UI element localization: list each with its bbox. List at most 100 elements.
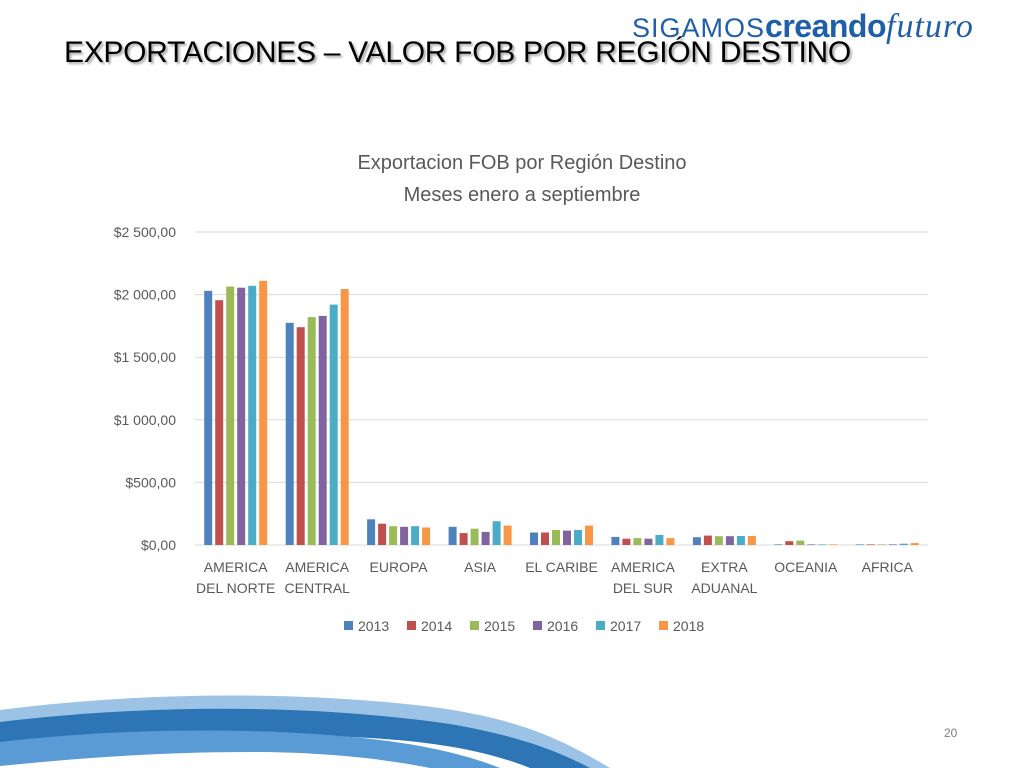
bar-2018 bbox=[666, 538, 675, 545]
chart-title: Exportacion FOB por Región Destino bbox=[357, 152, 686, 174]
legend-swatch bbox=[659, 621, 668, 630]
x-axis-ticks: AMERICA DEL NORTE AMERICA CENTRAL EUROPA ASIA… bbox=[196, 559, 914, 596]
legend: 2013 2014 2015 2016 2017 2018 bbox=[344, 618, 704, 634]
bar-2017 bbox=[574, 530, 582, 545]
bar-2018 bbox=[829, 544, 838, 545]
bar-2018 bbox=[910, 543, 919, 545]
bar-2017 bbox=[818, 544, 827, 545]
x-tick-label: AMERICA bbox=[611, 559, 675, 575]
x-tick-label: AFRICA bbox=[862, 559, 914, 575]
decorative-wave bbox=[0, 695, 610, 768]
bar-2013 bbox=[611, 536, 620, 545]
y-tick-label: $2 000,00 bbox=[114, 287, 176, 303]
bar-2016 bbox=[400, 526, 409, 545]
y-tick-label: $1 500,00 bbox=[114, 349, 176, 365]
bar-2016 bbox=[725, 536, 734, 545]
slide-title: EXPORTACIONES – VALOR FOB POR REGIÓN DES… bbox=[64, 36, 851, 69]
bar-2018 bbox=[585, 525, 593, 545]
bar-2014 bbox=[785, 541, 794, 545]
legend-label: 2017 bbox=[610, 618, 641, 634]
bar-2018 bbox=[503, 525, 512, 545]
x-tick-label: EXTRA bbox=[701, 559, 748, 575]
bar-2015 bbox=[877, 544, 886, 545]
y-tick-label: $0,00 bbox=[141, 537, 176, 553]
bar-2015 bbox=[633, 538, 642, 545]
bar-2015 bbox=[226, 286, 235, 545]
bar-2014 bbox=[541, 532, 549, 545]
bar-2015 bbox=[714, 536, 723, 545]
bar-2018 bbox=[340, 289, 349, 545]
x-tick-label: ASIA bbox=[464, 559, 497, 575]
bar-2018 bbox=[422, 527, 431, 545]
bar-2014 bbox=[459, 533, 468, 545]
bars bbox=[204, 280, 919, 545]
bar-2017 bbox=[899, 543, 908, 545]
legend-swatch bbox=[470, 621, 479, 630]
bar-2014 bbox=[378, 523, 387, 545]
legend-label: 2018 bbox=[673, 618, 704, 634]
grid-lines bbox=[195, 231, 928, 546]
bar-2018 bbox=[747, 536, 756, 545]
bar-2015 bbox=[796, 540, 805, 545]
x-tick-label: ADUANAL bbox=[691, 580, 757, 596]
bar-2016 bbox=[807, 544, 816, 545]
logo-word-2: creando bbox=[765, 8, 887, 44]
wave-band-mid bbox=[0, 730, 500, 768]
bar-2016 bbox=[237, 287, 246, 545]
bar-2017 bbox=[492, 521, 501, 545]
bar-2015 bbox=[307, 317, 316, 545]
legend-label: 2014 bbox=[421, 618, 452, 634]
x-tick-label: DEL SUR bbox=[613, 580, 673, 596]
y-tick-label: $500,00 bbox=[125, 474, 176, 490]
bar-2013 bbox=[285, 322, 294, 545]
x-tick-label: OCEANIA bbox=[774, 559, 838, 575]
legend-swatch bbox=[533, 621, 542, 630]
bar-2014 bbox=[622, 538, 631, 545]
bar-2015 bbox=[552, 530, 560, 545]
bar-2017 bbox=[655, 535, 664, 545]
logo-word-1: SIGAMOS bbox=[632, 13, 766, 43]
bar-2014 bbox=[296, 327, 305, 545]
bar-2014 bbox=[215, 300, 224, 545]
bar-2015 bbox=[470, 528, 479, 545]
bar-2018 bbox=[259, 280, 268, 545]
bar-2013 bbox=[530, 532, 538, 545]
bar-2016 bbox=[644, 538, 653, 545]
bar-2017 bbox=[736, 536, 745, 545]
legend-label: 2013 bbox=[358, 618, 389, 634]
bar-2013 bbox=[204, 290, 213, 545]
bar-2016 bbox=[318, 315, 327, 545]
x-tick-label: AMERICA bbox=[285, 559, 349, 575]
x-tick-label: AMERICA bbox=[204, 559, 268, 575]
bar-2013 bbox=[692, 537, 701, 545]
chart-subtitle: Meses enero a septiembre bbox=[404, 184, 641, 206]
bar-2017 bbox=[329, 304, 338, 545]
bar-2016 bbox=[888, 544, 897, 545]
x-tick-label: EL CARIBE bbox=[525, 559, 598, 575]
bar-2014 bbox=[703, 535, 712, 545]
wave-band-dark bbox=[0, 708, 590, 768]
x-tick-label: EUROPA bbox=[370, 559, 429, 575]
bar-2016 bbox=[563, 530, 571, 545]
legend-swatch bbox=[344, 621, 353, 630]
bar-2013 bbox=[367, 519, 376, 545]
logo-word-3: futuro bbox=[886, 8, 974, 45]
legend-label: 2015 bbox=[484, 618, 515, 634]
y-tick-label: $2 500,00 bbox=[114, 224, 176, 240]
y-axis-ticks: $0,00 $500,00 $1 000,00 $1 500,00 $2 000,00 $… bbox=[114, 224, 177, 553]
bar-2017 bbox=[411, 526, 420, 545]
bar-2013 bbox=[448, 526, 457, 545]
bar-2015 bbox=[389, 526, 398, 545]
x-tick-label: CENTRAL bbox=[285, 580, 351, 596]
bar-2016 bbox=[481, 531, 490, 545]
bar-2014 bbox=[866, 544, 875, 545]
bar-2013 bbox=[774, 544, 783, 545]
x-tick-label: DEL NORTE bbox=[196, 580, 275, 596]
page-number: 20 bbox=[944, 726, 958, 740]
bar-2013 bbox=[855, 544, 864, 545]
bar-2017 bbox=[248, 285, 257, 545]
legend-label: 2016 bbox=[547, 618, 578, 634]
y-tick-label: $1 000,00 bbox=[114, 412, 176, 428]
logo: SIGAMOScreandofuturo bbox=[632, 8, 974, 46]
